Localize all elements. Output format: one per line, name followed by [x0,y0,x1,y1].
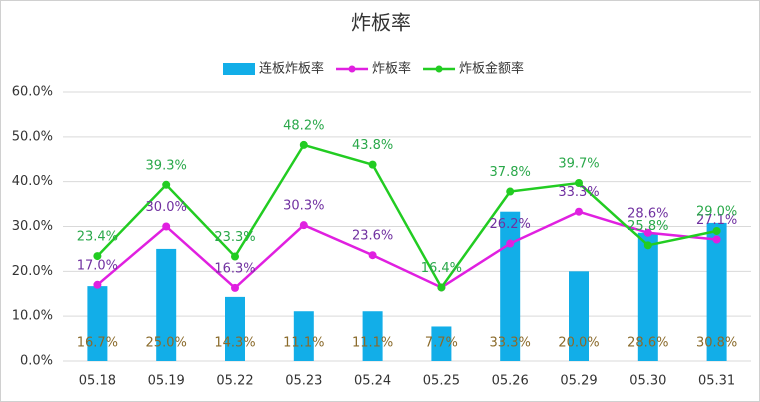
bar [362,311,383,361]
y-tick-label: 10.0% [12,309,53,324]
x-tick-label: 05.22 [216,374,253,389]
bar [156,248,177,361]
data-label: 48.2% [283,118,324,133]
point [643,228,652,237]
bar [225,296,245,361]
bar [500,211,521,361]
line [96,143,717,290]
y-tick-label: 20.0% [12,264,53,279]
point [162,222,171,231]
point [231,252,239,261]
point [231,283,239,292]
point [368,251,377,260]
data-label: 27.1% [696,213,737,228]
y-tick-label: 60.0% [12,85,53,100]
point [712,235,721,244]
data-label: 7.7% [425,336,458,351]
point [643,241,652,250]
x-tick-label: 05.31 [698,374,735,389]
x-tick-label: 05.19 [148,374,185,389]
data-label: 30.8% [696,336,737,351]
legend-swatch [435,65,443,73]
data-label: 14.3% [214,336,255,351]
data-label: 25.0% [146,336,187,351]
point [162,180,171,189]
y-tick-label: 40.0% [12,174,53,189]
point [437,283,446,292]
data-label: 16.4% [421,261,462,276]
data-label: 16.7% [77,336,118,351]
y-tick-label: 0.0% [20,354,53,369]
x-tick-label: 05.30 [629,374,666,389]
legend-label: 连板炸板率 [259,61,324,77]
data-label: 28.6% [627,206,668,221]
data-label: 33.3% [558,185,599,200]
x-tick-label: 05.24 [354,374,391,389]
data-label: 11.1% [283,336,324,351]
data-label: 30.3% [283,199,324,214]
legend-swatch [348,65,356,73]
data-label: 23.4% [77,230,118,245]
y-tick-label: 50.0% [12,129,53,144]
point [575,179,583,188]
line [96,210,717,290]
data-label: 11.1% [352,336,393,351]
legend-swatch [223,63,255,75]
data-label: 23.6% [352,229,393,244]
bar [87,286,108,361]
point [506,187,515,196]
point [368,160,377,169]
x-tick-label: 05.29 [560,374,597,389]
bar [706,222,727,361]
data-label: 29.0% [696,204,737,219]
data-label: 39.3% [146,158,187,173]
legend-label: 炸板率 [372,61,411,77]
data-label: 25.8% [627,219,668,234]
data-label: 20.0% [558,336,599,351]
point [299,221,308,230]
x-tick-label: 05.23 [285,374,322,389]
data-label: 16.3% [214,261,255,276]
data-label: 39.7% [558,157,599,172]
point [575,207,583,216]
x-tick-label: 05.18 [79,374,116,389]
data-label: 23.3% [214,230,255,245]
point [299,140,308,149]
chart-title: 炸板率 [351,11,411,35]
bar [293,311,314,361]
x-tick-label: 05.26 [492,374,529,389]
bar [431,326,452,361]
data-label: 30.0% [146,200,187,215]
x-tick-label: 05.25 [423,374,460,389]
data-label: 33.3% [490,336,531,351]
data-label: 37.8% [490,165,531,180]
data-label: 28.6% [627,336,668,351]
data-label: 43.8% [352,138,393,153]
legend-label: 炸板金额率 [459,61,524,77]
point [506,239,515,248]
data-label: 26.2% [490,217,531,232]
bar [569,271,589,361]
data-label: 17.0% [77,258,118,273]
point [93,252,102,261]
point [93,280,102,289]
y-tick-label: 30.0% [12,219,53,234]
point [712,226,721,235]
bar [637,232,658,361]
